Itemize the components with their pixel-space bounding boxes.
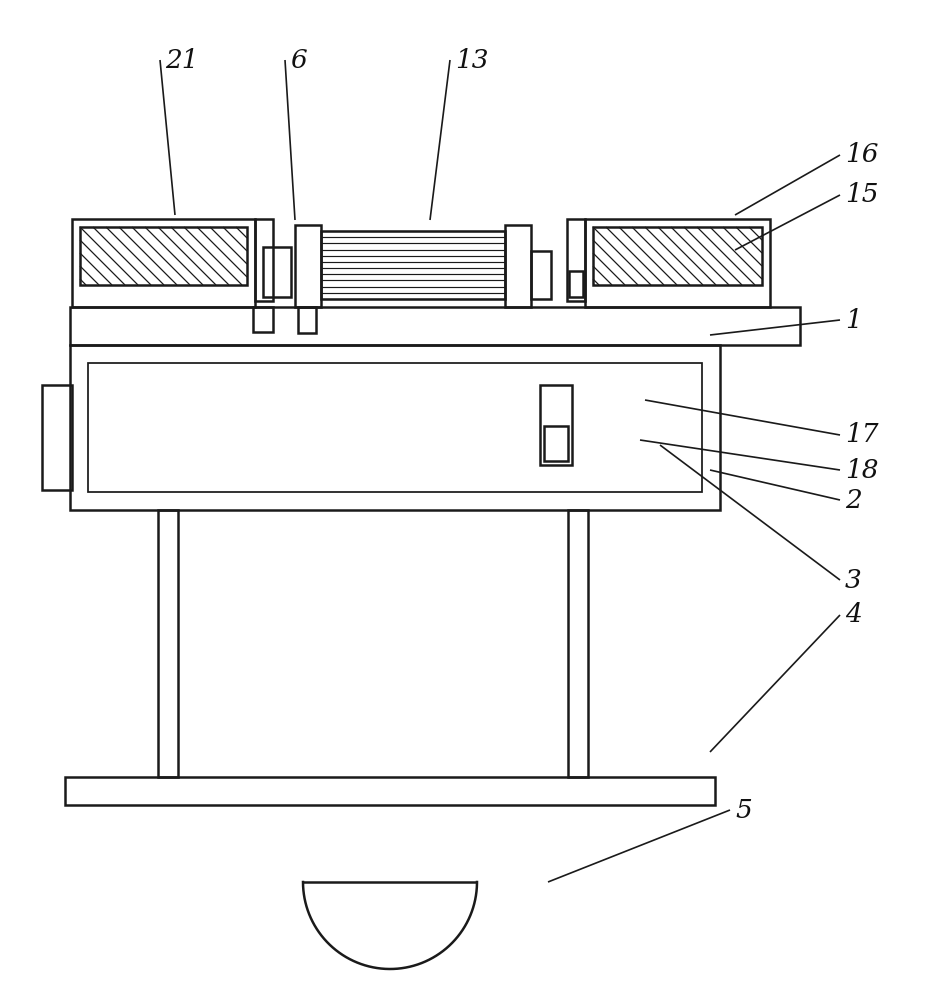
Bar [158,510,178,777]
Bar [88,363,702,492]
Bar [70,307,800,345]
Bar [70,345,720,510]
Bar [72,219,255,307]
Bar [585,219,770,307]
Bar [568,510,588,777]
Bar [298,307,316,333]
Bar [253,307,273,332]
Text: 21: 21 [165,47,198,73]
Text: 4: 4 [845,602,862,628]
Text: 1: 1 [845,308,862,332]
Text: 2: 2 [845,488,862,512]
Text: 3: 3 [845,568,862,592]
Text: 17: 17 [845,422,879,448]
Text: 18: 18 [845,458,879,483]
Bar [540,385,572,465]
Text: 6: 6 [290,47,307,73]
Text: 5: 5 [735,798,751,822]
Bar [80,227,247,285]
Text: 16: 16 [845,142,879,167]
Bar [531,251,551,299]
Bar [42,385,72,490]
Bar [505,225,531,307]
Text: 13: 13 [455,47,488,73]
Bar [255,219,273,301]
Bar [544,426,568,461]
Bar [321,231,505,299]
Bar [567,219,585,301]
Bar [263,247,291,297]
Bar [65,777,715,805]
Bar [295,225,321,307]
Text: 15: 15 [845,182,879,208]
Bar [593,227,762,285]
Bar [569,271,583,297]
